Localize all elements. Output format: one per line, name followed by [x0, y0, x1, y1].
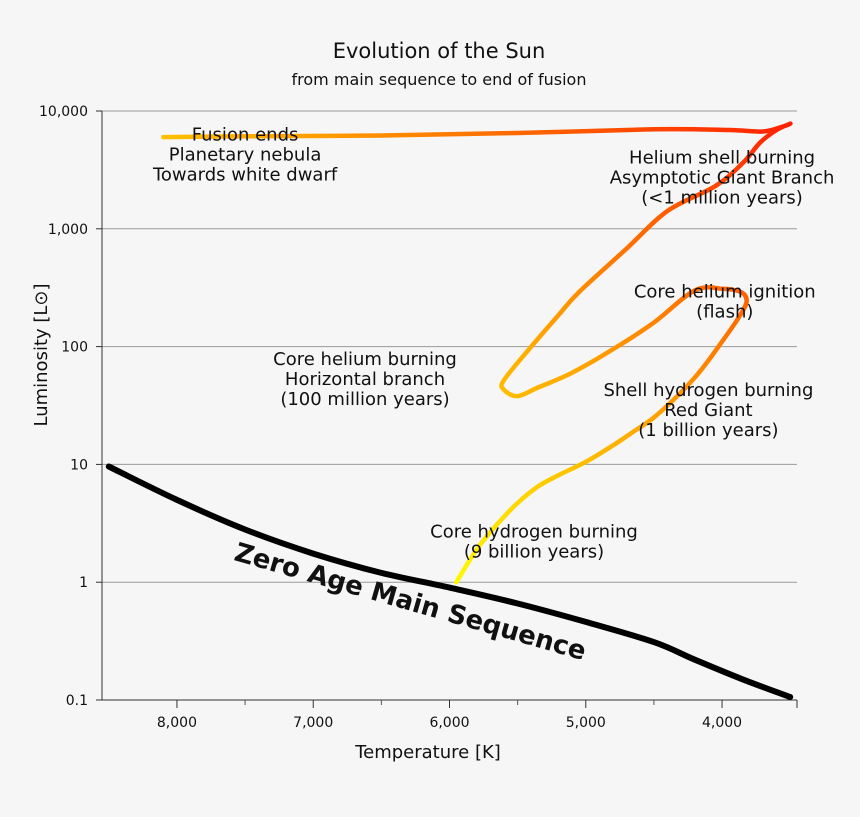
x-tick-label: 4,000	[702, 715, 742, 731]
annotation-text: Shell hydrogen burning	[603, 380, 813, 401]
annotation-text: Core helium burning	[273, 349, 457, 370]
chart-subtitle: from main sequence to end of fusion	[292, 70, 587, 89]
x-tick-label: 7,000	[293, 715, 333, 731]
annotation-text: (100 million years)	[280, 389, 449, 410]
x-tick-label: 6,000	[429, 715, 469, 731]
annotation-text: Red Giant	[664, 400, 752, 421]
annotation-text: Asymptotic Giant Branch	[610, 167, 835, 188]
annotation-text: Fusion ends	[192, 125, 299, 146]
annotation-text: Core hydrogen burning	[430, 521, 638, 542]
data-series	[105, 121, 794, 700]
annotation-text: (9 billion years)	[464, 541, 604, 562]
annotation-text: (1 billion years)	[638, 420, 778, 441]
annotation-text: (<1 million years)	[641, 187, 803, 208]
annotation-text: Core helium ignition	[634, 282, 816, 303]
zams-line	[105, 463, 794, 700]
y-tick-label: 0.1	[66, 693, 88, 709]
y-tick-label: 1,000	[48, 222, 88, 238]
x-tick-label: 8,000	[157, 715, 197, 731]
y-tick-label: 1	[79, 575, 88, 591]
y-tick-label: 100	[61, 340, 88, 356]
annotation-text: (flash)	[696, 302, 753, 323]
y-tick-label: 10,000	[39, 104, 88, 120]
annotation-text: Planetary nebula	[169, 145, 322, 166]
y-axis-label: Luminosity [L⊙]	[31, 283, 52, 426]
y-tick-label: 10	[70, 457, 88, 473]
x-tick-label: 5,000	[566, 715, 606, 731]
annotation-text: Towards white dwarf	[152, 165, 338, 186]
grid-lines	[102, 110, 797, 583]
annotation-text: Horizontal branch	[285, 369, 445, 390]
annotation-text: Helium shell burning	[629, 147, 815, 168]
x-axis-label: Temperature [K]	[354, 742, 501, 763]
y-axis-ticks: 0.1 1 10 100 1,000 10,000	[39, 104, 102, 709]
x-axis-ticks: 8,000 7,000 6,000 5,000 4,000	[157, 700, 742, 731]
chart-title: Evolution of the Sun	[333, 39, 546, 63]
evolutionary-track-line	[161, 121, 793, 585]
